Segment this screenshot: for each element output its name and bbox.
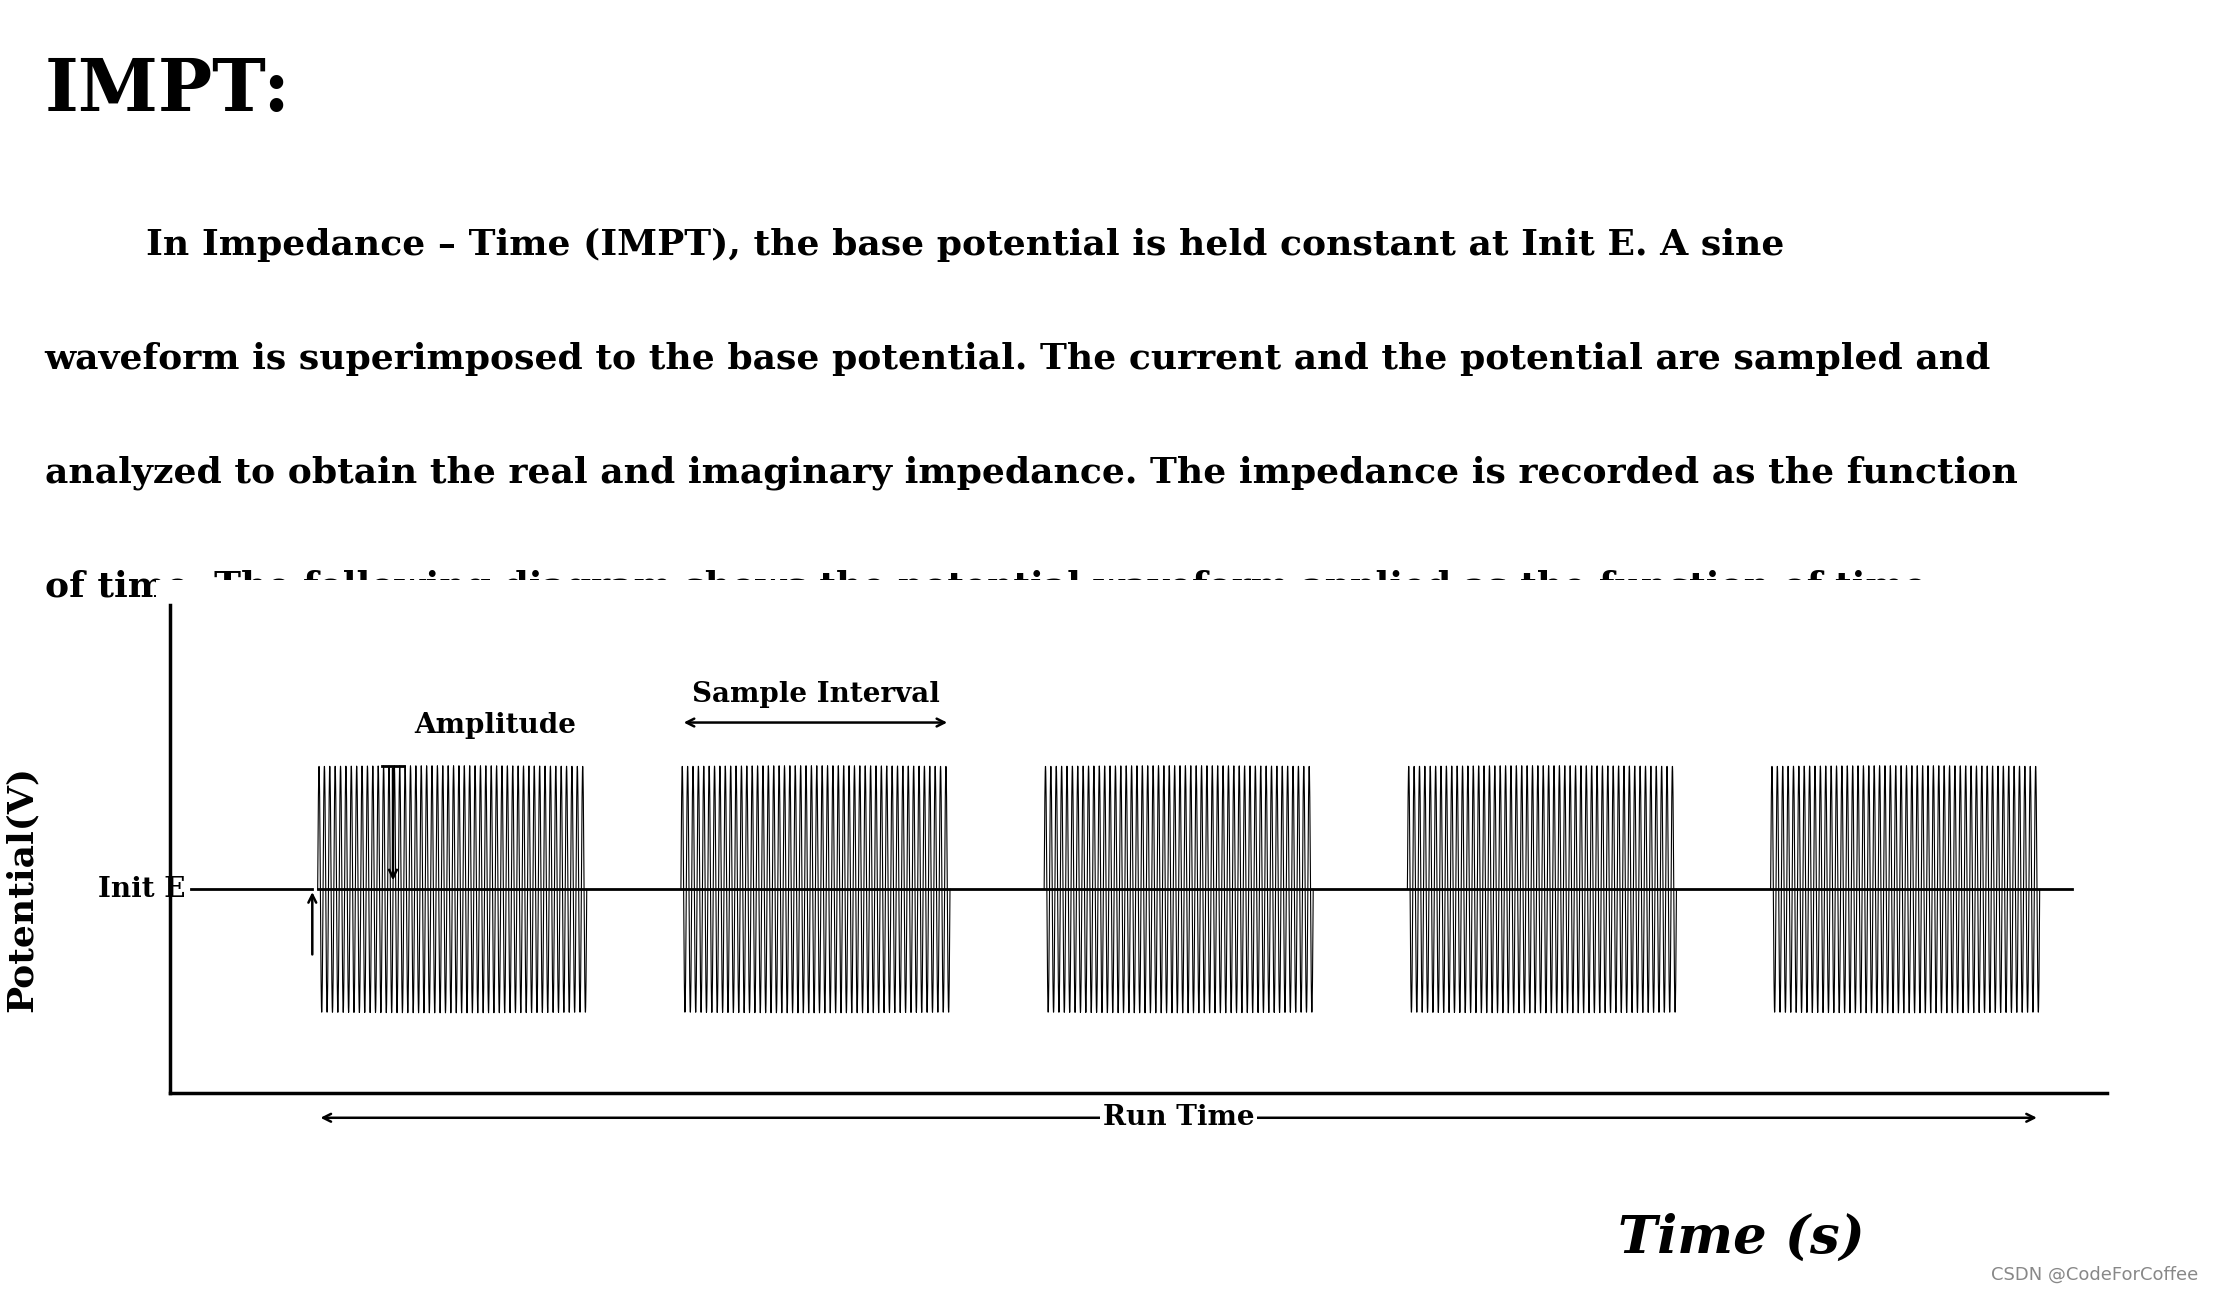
- Text: of time. The following diagram shows the potential waveform applied as the funct: of time. The following diagram shows the…: [45, 570, 1940, 604]
- Text: Potential(V): Potential(V): [4, 766, 38, 1013]
- Text: In Impedance – Time (IMPT), the base potential is held constant at Init E. A sin: In Impedance – Time (IMPT), the base pot…: [45, 228, 1783, 262]
- Text: Run Time: Run Time: [1103, 1104, 1254, 1131]
- Text: Init E: Init E: [98, 876, 185, 903]
- Text: Amplitude: Amplitude: [415, 712, 576, 739]
- Text: waveform is superimposed to the base potential. The current and the potential ar: waveform is superimposed to the base pot…: [45, 342, 1991, 377]
- Text: Sample Interval: Sample Interval: [692, 681, 940, 708]
- Text: analyzed to obtain the real and imaginary impedance. The impedance is recorded a: analyzed to obtain the real and imaginar…: [45, 455, 2018, 490]
- Text: IMPT:: IMPT:: [45, 55, 290, 126]
- Text: Time (s): Time (s): [1618, 1213, 1864, 1264]
- Text: CSDN @CodeForCoffee: CSDN @CodeForCoffee: [1991, 1265, 2199, 1284]
